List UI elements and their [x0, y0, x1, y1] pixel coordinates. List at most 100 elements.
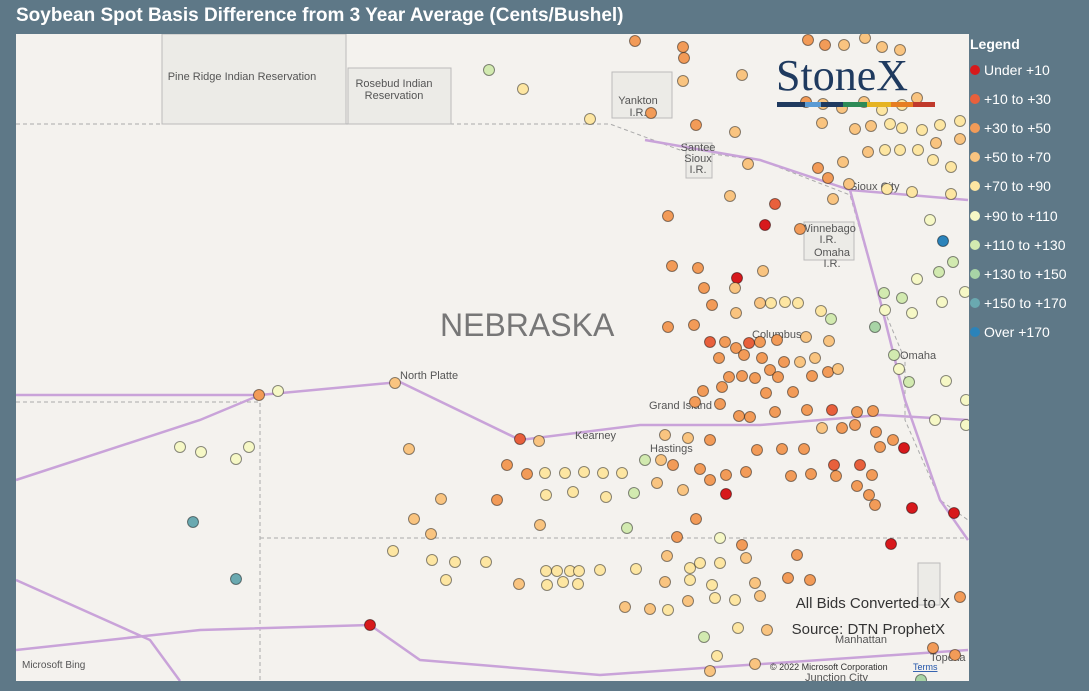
legend-swatch	[970, 93, 980, 104]
map-point	[195, 446, 207, 458]
map-point	[744, 411, 756, 423]
map-point	[782, 572, 794, 584]
map-point	[815, 305, 827, 317]
map-point	[690, 119, 702, 131]
map-point	[714, 557, 726, 569]
label: Hastings	[650, 443, 693, 455]
note: Source: DTN ProphetX	[792, 621, 945, 638]
map-point	[874, 441, 886, 453]
map-point	[862, 146, 874, 158]
map-point	[836, 422, 848, 434]
map-point	[719, 336, 731, 348]
map-point	[822, 366, 834, 378]
map-point	[865, 120, 877, 132]
map-point	[743, 337, 755, 349]
map-point	[557, 576, 569, 588]
map-point	[822, 172, 834, 184]
map-point	[521, 468, 533, 480]
map-point	[879, 144, 891, 156]
map-point	[619, 601, 631, 613]
map-point	[688, 319, 700, 331]
map-point	[759, 219, 771, 231]
map-point	[843, 178, 855, 190]
map-point	[867, 405, 879, 417]
legend-label: Under +10	[984, 61, 1050, 78]
map-point	[704, 474, 716, 486]
terms-link[interactable]: Terms	[913, 662, 938, 672]
map-point	[440, 574, 452, 586]
label: I.R.	[629, 107, 646, 119]
legend-item: Under +10	[970, 55, 1067, 84]
map-point	[881, 183, 893, 195]
map-point	[869, 321, 881, 333]
map-point	[364, 619, 376, 631]
map-point	[776, 443, 788, 455]
map-point	[597, 467, 609, 479]
legend-item: +50 to +70	[970, 143, 1067, 172]
map-point	[878, 287, 890, 299]
map-point	[849, 419, 861, 431]
map-point	[885, 538, 897, 550]
map-point	[742, 158, 754, 170]
label: I.R.	[819, 234, 836, 246]
map-point	[740, 552, 752, 564]
map-point	[567, 486, 579, 498]
note: All Bids Converted to X	[796, 595, 950, 612]
map-point	[230, 573, 242, 585]
map-point	[870, 426, 882, 438]
legend-swatch	[970, 64, 980, 75]
map-point	[713, 352, 725, 364]
legend-swatch	[970, 152, 980, 163]
map-point	[945, 161, 957, 173]
map-point	[754, 590, 766, 602]
map-point	[630, 563, 642, 575]
map-point	[501, 459, 513, 471]
map-point	[893, 363, 905, 375]
legend-item: +150 to +170	[970, 289, 1067, 318]
map-point	[403, 443, 415, 455]
map-point	[787, 386, 799, 398]
map-point	[435, 493, 447, 505]
legend-swatch	[970, 239, 980, 250]
map-point	[754, 297, 766, 309]
map-point	[690, 513, 702, 525]
legend-label: +50 to +70	[984, 149, 1051, 166]
map-point	[272, 385, 284, 397]
map-point	[704, 434, 716, 446]
map-point	[915, 674, 927, 681]
label: Rosebud Indian	[355, 78, 432, 90]
map-point	[253, 389, 265, 401]
map-point	[729, 594, 741, 606]
legend-label: Over +170	[984, 324, 1050, 341]
map-point	[823, 335, 835, 347]
map-point	[387, 545, 399, 557]
map-point	[949, 649, 961, 661]
map-point	[863, 489, 875, 501]
legend-swatch	[970, 181, 980, 192]
map-point	[859, 34, 871, 44]
map-point	[426, 554, 438, 566]
map-point	[389, 377, 401, 389]
map-point	[480, 556, 492, 568]
map-point	[940, 375, 952, 387]
label: North Platte	[400, 370, 458, 382]
map-point	[876, 41, 888, 53]
map-point	[960, 394, 969, 406]
map-point	[724, 190, 736, 202]
map-point	[785, 470, 797, 482]
brand: StoneX	[776, 51, 908, 100]
map-point	[806, 370, 818, 382]
label: Omaha	[814, 247, 851, 259]
map-point	[816, 422, 828, 434]
map-point	[954, 591, 966, 603]
map-point	[924, 214, 936, 226]
map-point	[772, 371, 784, 383]
map-point	[600, 491, 612, 503]
map-point	[730, 342, 742, 354]
legend-label: +10 to +30	[984, 90, 1051, 107]
map-point	[779, 296, 791, 308]
map-point	[578, 466, 590, 478]
map-point	[771, 334, 783, 346]
legend-title: Legend	[970, 36, 1020, 52]
map-point	[667, 459, 679, 471]
